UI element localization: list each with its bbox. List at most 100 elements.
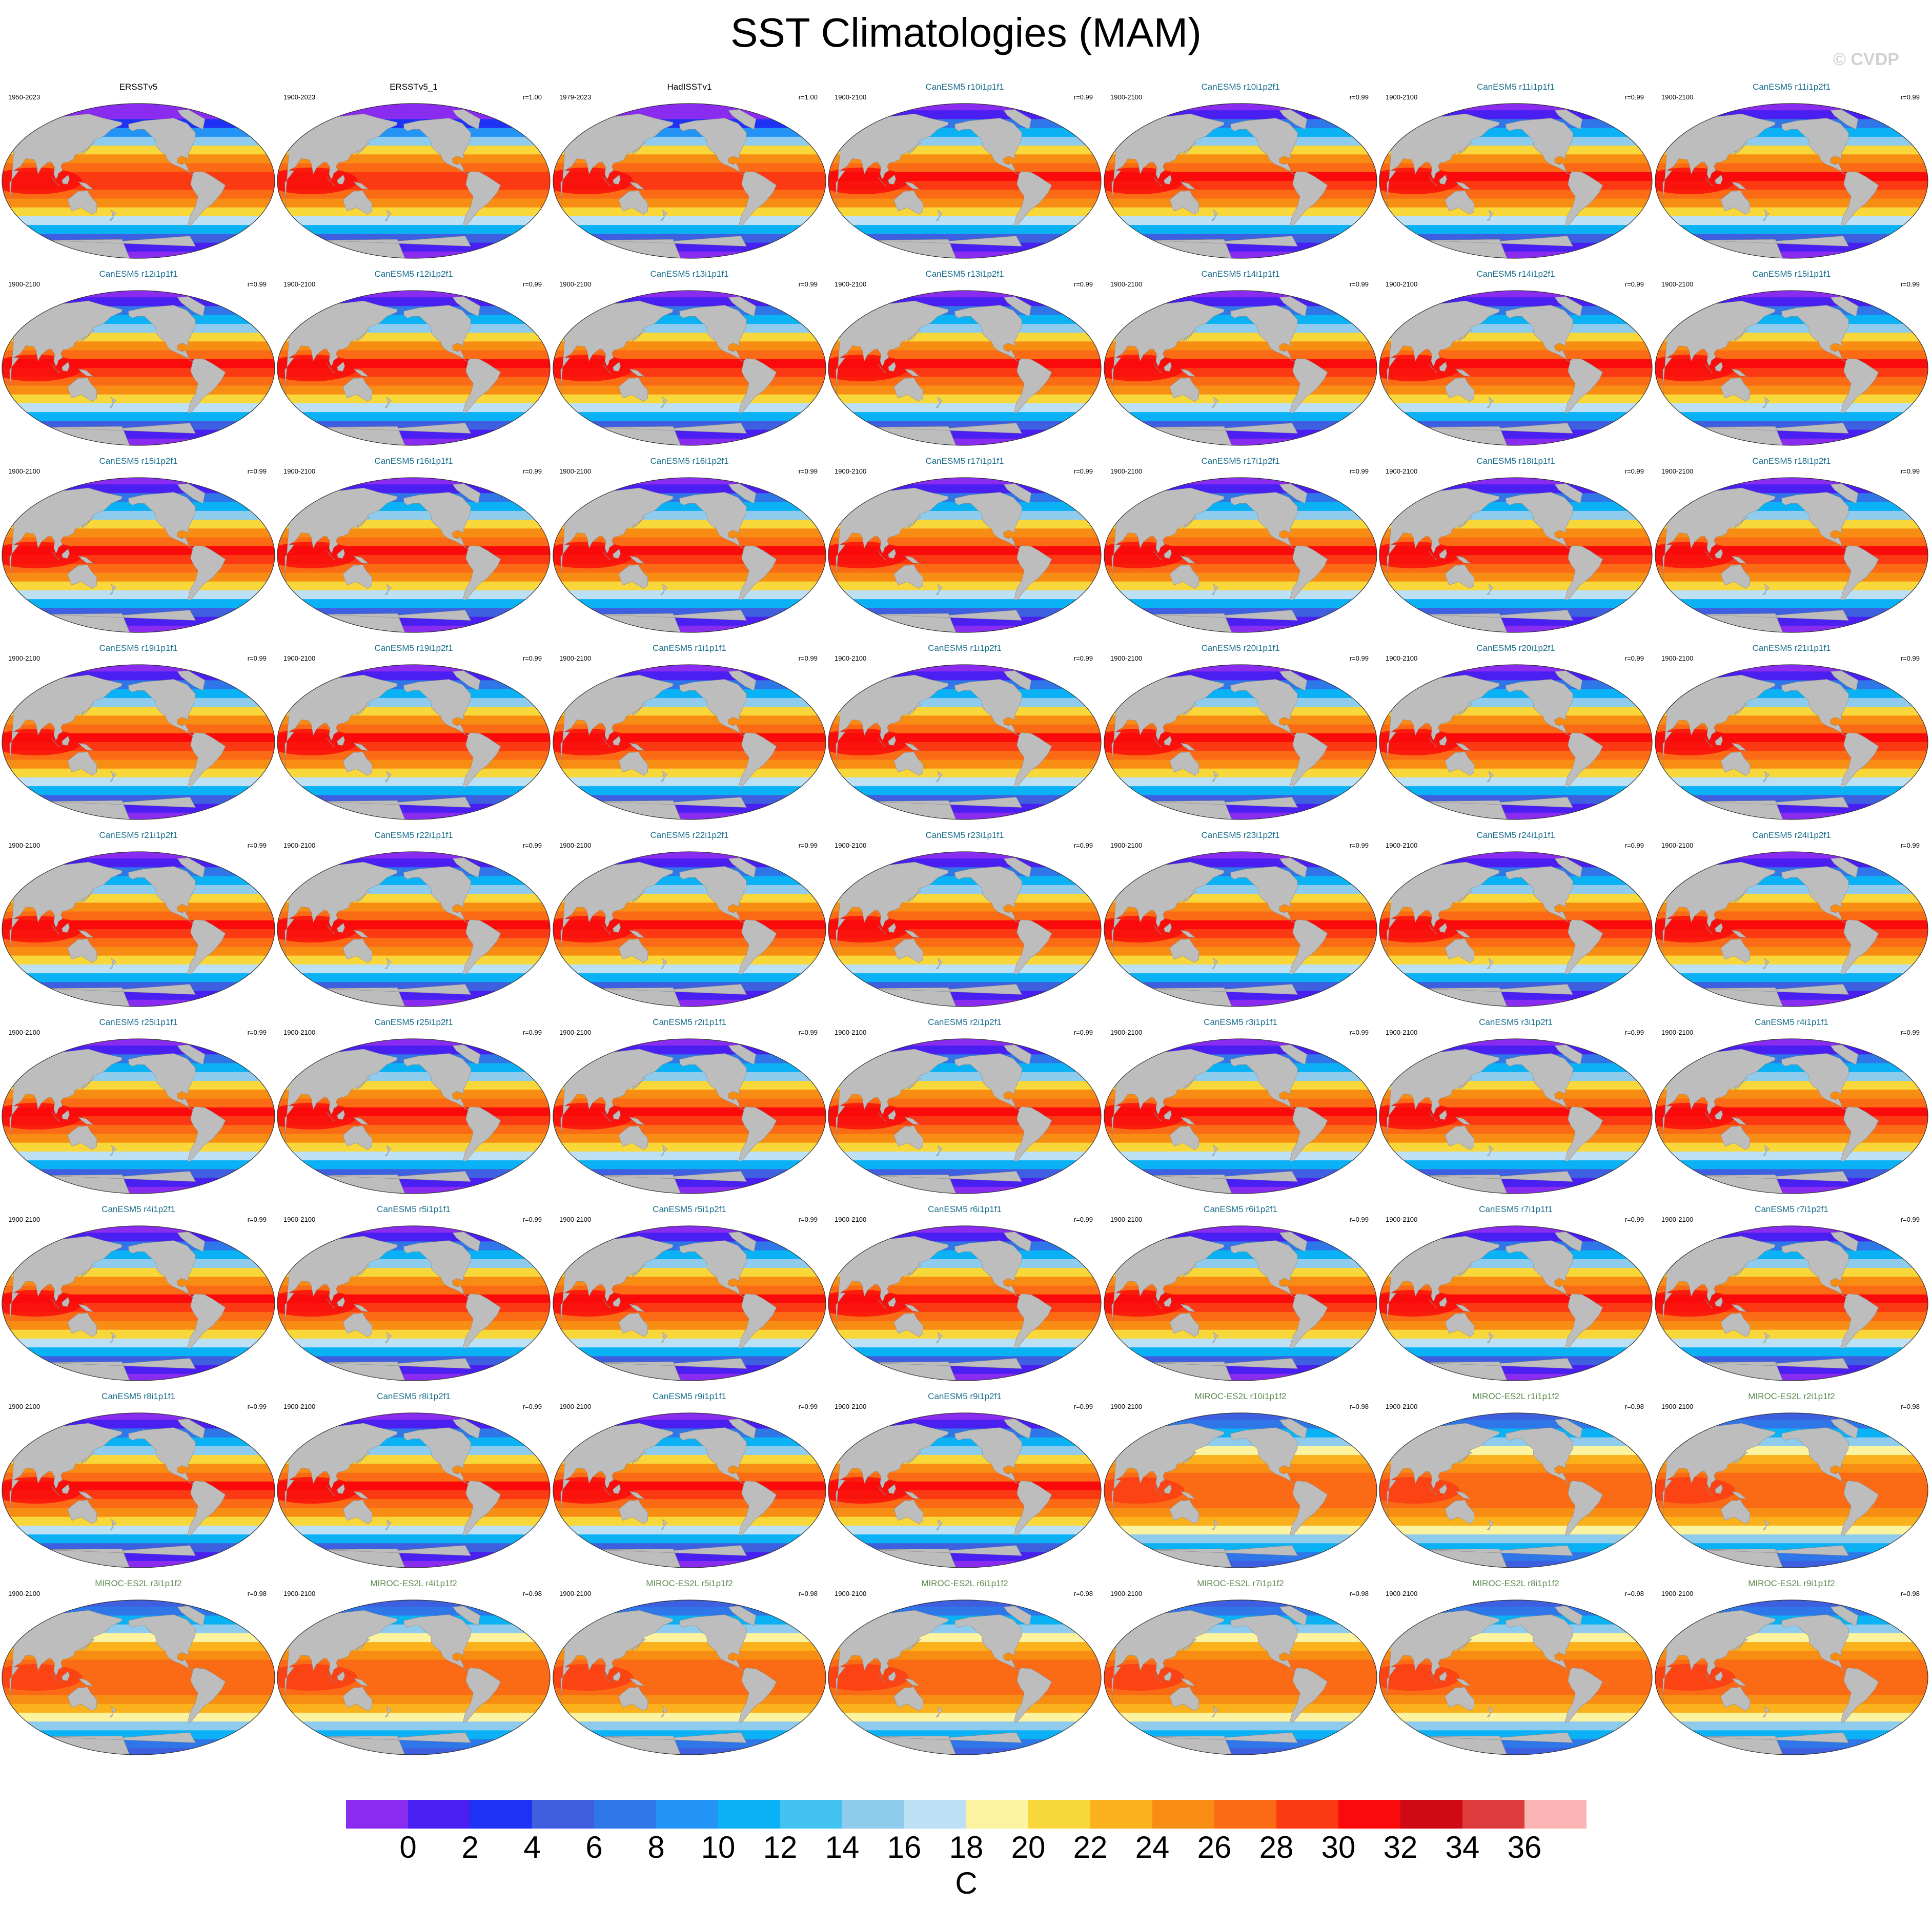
panel-years: 1900-2100 xyxy=(559,280,592,288)
panel-correlation: r=0.99 xyxy=(1349,1029,1369,1036)
panel-years: 1900-2100 xyxy=(1110,1403,1143,1410)
land-mass xyxy=(679,1053,777,1161)
map-outline xyxy=(277,664,551,820)
sst-band xyxy=(1379,1508,1652,1517)
sst-band xyxy=(553,665,826,672)
land-mass xyxy=(1180,368,1196,377)
sst-band xyxy=(1104,438,1377,445)
sst-band xyxy=(1104,812,1377,819)
colorbar-tick-label: 8 xyxy=(647,1830,665,1864)
sst-band xyxy=(1104,911,1377,921)
sst-band xyxy=(1379,1607,1652,1616)
land-mass xyxy=(836,487,949,583)
sst-band xyxy=(2,394,275,404)
panel-correlation: r=0.99 xyxy=(1349,280,1369,288)
sst-band xyxy=(828,1704,1101,1713)
sst-band xyxy=(277,1233,550,1242)
land-mass xyxy=(904,743,920,751)
sst-band xyxy=(277,599,550,609)
map-panel: CanESM5 r20i1p1f1 1900-2100 r=0.99 xyxy=(1102,643,1379,828)
land-mass xyxy=(78,1304,94,1312)
land-mass xyxy=(1003,1606,1032,1626)
sst-band xyxy=(1655,207,1928,217)
sst-band xyxy=(1655,1045,1928,1055)
sst-band xyxy=(553,599,826,609)
land-mass xyxy=(907,703,921,716)
land-mass xyxy=(1720,1312,1751,1337)
land-mass xyxy=(560,300,674,396)
panel-correlation: r=0.99 xyxy=(247,654,267,662)
sst-band xyxy=(553,1561,826,1568)
sst-band xyxy=(828,1329,1101,1339)
sst-band xyxy=(1104,484,1377,494)
sst-band xyxy=(1379,1347,1652,1357)
land-mass xyxy=(384,584,392,595)
land-mass xyxy=(1164,922,1172,933)
sst-band xyxy=(828,403,1101,413)
map-outline xyxy=(2,1412,275,1568)
sst-band xyxy=(828,1160,1101,1170)
map-outline xyxy=(2,103,275,259)
land-mass xyxy=(907,142,921,155)
map-outline xyxy=(1104,290,1377,446)
sst-band xyxy=(1655,572,1928,582)
sst-band xyxy=(2,1704,275,1713)
land-mass xyxy=(1720,377,1751,402)
land-mass xyxy=(1731,930,1747,938)
sst-band xyxy=(2,1420,275,1429)
panel-correlation: r=0.99 xyxy=(522,654,542,662)
land-mass xyxy=(327,363,335,374)
land-mass xyxy=(1230,1053,1328,1161)
land-mass xyxy=(1279,296,1308,317)
map-outline xyxy=(1104,1038,1377,1194)
land-mass xyxy=(1715,1484,1723,1494)
sst-band xyxy=(2,225,275,235)
land-mass xyxy=(78,181,94,190)
land-mass xyxy=(1169,938,1199,963)
map-outline xyxy=(1379,1412,1653,1568)
sst-band xyxy=(1655,412,1928,422)
map-panel: CanESM5 r1i1p1f1 1900-2100 r=0.99 xyxy=(551,643,828,828)
colorbar-tick-label: 14 xyxy=(825,1830,860,1864)
sst-band xyxy=(553,768,826,778)
map-panel: CanESM5 r5i1p2f1 1900-2100 r=0.99 xyxy=(551,1204,828,1389)
land-mass xyxy=(384,210,392,221)
land-mass xyxy=(342,1500,373,1524)
sst-band xyxy=(277,1600,550,1608)
sst-band xyxy=(1104,1534,1377,1544)
panel-correlation: r=0.98 xyxy=(522,1590,542,1597)
colorbar-tick-label: 32 xyxy=(1383,1830,1418,1864)
land-mass xyxy=(1830,1044,1859,1065)
land-mass xyxy=(954,492,1052,600)
land-mass xyxy=(878,1486,886,1496)
panel-years: 1900-2100 xyxy=(559,467,592,475)
sst-band xyxy=(1379,1285,1652,1295)
land-mass xyxy=(342,377,373,402)
land-mass xyxy=(602,363,611,374)
sst-map xyxy=(1655,1225,1928,1381)
sst-band xyxy=(1379,665,1652,672)
land-mass xyxy=(9,300,123,396)
land-mass xyxy=(327,737,335,748)
land-mass xyxy=(560,1236,674,1331)
panel-years: 1900-2100 xyxy=(8,1029,40,1036)
land-mass xyxy=(1455,1491,1471,1500)
panel-title: CanESM5 r23i1p2f1 xyxy=(1201,830,1280,840)
sst-band xyxy=(277,394,550,404)
land-mass xyxy=(62,1297,70,1307)
sst-band xyxy=(277,1285,550,1295)
land-mass xyxy=(177,1419,206,1439)
sst-map xyxy=(1655,103,1928,259)
sst-band xyxy=(828,760,1101,769)
land-mass xyxy=(629,1117,645,1125)
colorbar-swatch xyxy=(1028,1800,1091,1829)
panel-correlation: r=0.99 xyxy=(522,1216,542,1223)
sst-band xyxy=(553,1413,826,1421)
land-mass xyxy=(51,176,60,187)
sst-map xyxy=(553,1225,826,1381)
map-panel: CanESM5 r18i1p1f1 1900-2100 r=0.99 xyxy=(1377,456,1654,641)
map-outline xyxy=(277,1038,551,1194)
land-mass xyxy=(618,1125,648,1150)
map-outline xyxy=(1379,103,1653,259)
sst-band xyxy=(2,590,275,600)
